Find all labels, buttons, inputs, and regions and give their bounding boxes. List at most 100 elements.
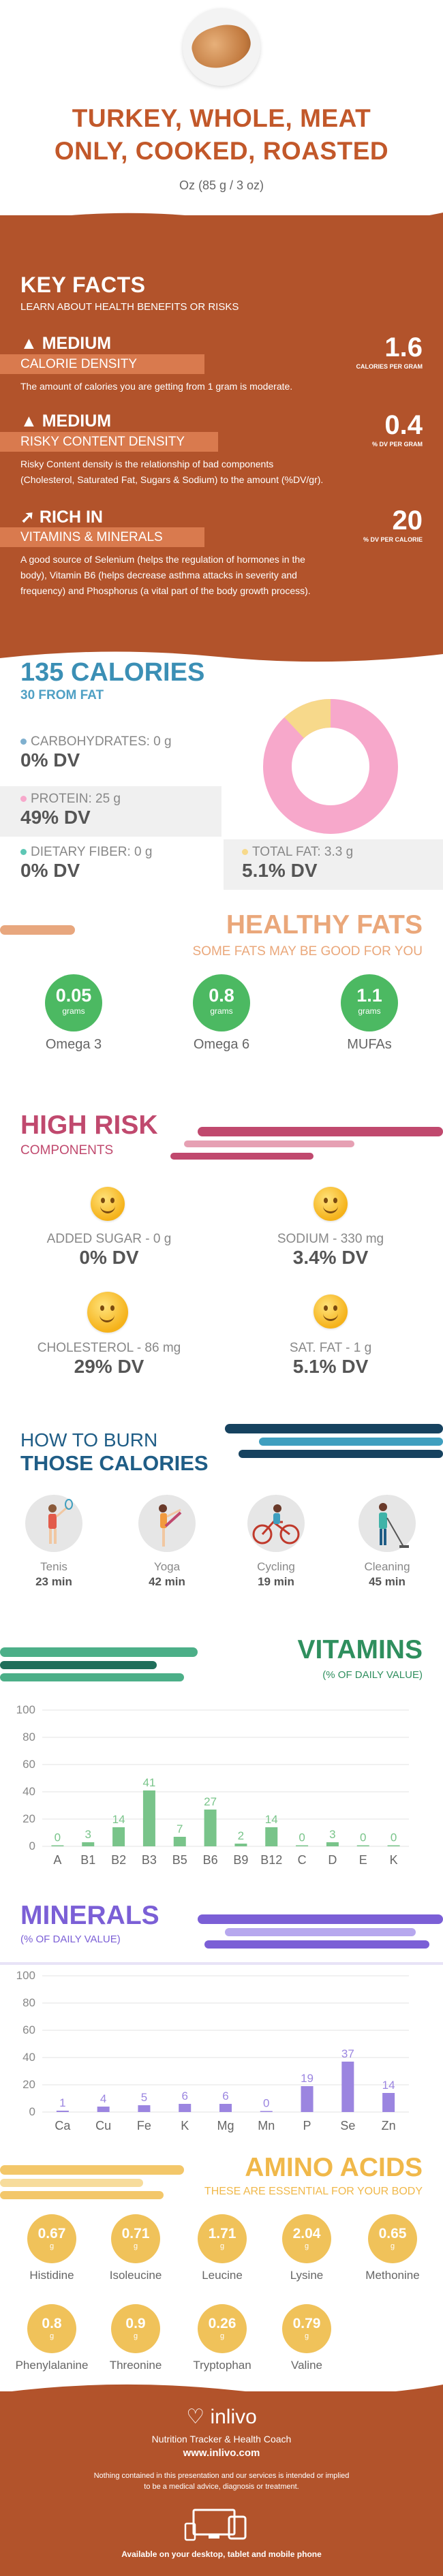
histidine-label: Histidine [29, 2269, 74, 2282]
vitamin-value-label: 3 [329, 1828, 335, 1841]
serving-size: Oz (85 g / 3 oz) [179, 179, 264, 192]
footer-disclaimer: Nothing contained in this presentation a… [0, 2470, 443, 2492]
mineral-value-label: 14 [382, 2079, 395, 2092]
vitamin-category-label: C [298, 1853, 307, 1867]
turkey-meat-image [187, 18, 256, 75]
fact-1-level: ▲ MEDIUM [20, 334, 111, 354]
mineral-bar [341, 2062, 354, 2112]
lysine-value: 2.04 [292, 2226, 321, 2241]
protein-dot [20, 796, 27, 803]
carbs-label: CARBOHYDRATES: 0 g [31, 734, 172, 749]
devices-icon [184, 2509, 247, 2541]
minerals-bar-chart: 0 20 40 60 80 100 1 Ca 4 Cu 5 Fe 6 K 6 Mg 0 Mn 19 P 37 Se 14 Zn [16, 1969, 409, 2132]
phenylalanine-value: 0.8 [42, 2316, 62, 2331]
sodium-dv: 3.4% DV [292, 1247, 369, 1268]
amino-subtitle: THESE ARE ESSENTIAL FOR YOUR BODY [204, 2186, 423, 2197]
vitamin-y-tick: 100 [16, 1703, 35, 1716]
vitamin-bar [82, 1842, 95, 1846]
isoleucine-label: Isoleucine [109, 2269, 162, 2282]
lysine-label: Lysine [290, 2269, 324, 2282]
minerals-stripe-3 [204, 1940, 429, 1949]
histidine-value: 0.67 [37, 2226, 66, 2241]
fact-3-description: A good source of Selenium (helps the reg… [20, 552, 429, 599]
vitamin-value-label: 27 [204, 1795, 217, 1808]
mineral-y-tick: 40 [22, 2051, 35, 2064]
vitamin-value-label: 0 [299, 1831, 305, 1844]
vitamin-category-label: E [359, 1853, 367, 1867]
threonine-circle: 0.9 g [111, 2304, 160, 2353]
vitamin-bar [204, 1810, 217, 1846]
vitamin-bar [112, 1827, 125, 1846]
protein-item: PROTEIN: 25 g 49% DV [20, 792, 121, 828]
fact-2-text-line-2: (Cholesterol, Saturated Fat, Sugars & So… [20, 474, 324, 485]
page-title: TURKEY, WHOLE, MEAT ONLY, COOKED, ROASTE… [20, 102, 423, 168]
donut-protein-slice [263, 699, 398, 834]
vitamin-bar [326, 1842, 339, 1846]
warning-icon: ▲ [20, 412, 37, 431]
fat-label: TOTAL FAT: 3.3 g [252, 845, 354, 859]
healthy-fats-subtitle: SOME FATS MAY BE GOOD FOR YOU [192, 944, 423, 959]
healthy-fats-title: HEALTHY FATS [226, 910, 423, 940]
high-risk-title: HIGH RISK [20, 1111, 158, 1140]
heart-icon: ♡ [186, 2406, 205, 2428]
protein-highlight [0, 786, 222, 837]
high-risk-subtitle: COMPONENTS [20, 1143, 114, 1158]
mineral-bar [260, 2111, 273, 2112]
leucine-circle: 1.71 g [198, 2214, 247, 2263]
mufa-value: 1.1 [356, 985, 382, 1006]
mineral-value-label: 37 [341, 2047, 354, 2060]
calories-subtitle: 30 FROM FAT [20, 688, 104, 702]
fact-3-level-text: RICH IN [39, 508, 103, 527]
mineral-category-label: Cu [95, 2119, 111, 2132]
cleaning-person-icon [379, 1503, 409, 1548]
valine-label: Valine [291, 2359, 322, 2372]
histidine-circle: 0.67 g [27, 2214, 76, 2263]
cyclist-icon [252, 1504, 300, 1545]
vitamins-bar-chart: 0 20 40 60 80 100 0 A 3 B1 14 B2 41 B3 7 B5 27 B6 2 B9 14 B12… [16, 1703, 409, 1867]
mineral-category-label: Zn [382, 2119, 396, 2132]
leucine-label: Leucine [202, 2269, 243, 2282]
mineral-category-label: P [303, 2119, 311, 2132]
omega3-circle: 0.05 grams [45, 974, 102, 1031]
footer-brand: ♡ inlivo [0, 2405, 443, 2429]
mineral-category-label: Fe [137, 2119, 151, 2132]
vitamin-bar [51, 1845, 64, 1846]
fiber-item: DIETARY FIBER: 0 g 0% DV [20, 845, 152, 882]
fats-stripe [0, 925, 75, 935]
sat-fat-dv: 5.1% DV [292, 1356, 369, 1377]
vitamins-stripe-3 [0, 1673, 184, 1681]
methonine-value: 0.65 [378, 2226, 407, 2241]
fact-2-level-text: MEDIUM [42, 412, 112, 431]
fact-1-band: CALORIE DENSITY [0, 354, 204, 374]
vitamin-y-tick: 40 [22, 1785, 35, 1798]
vitamin-value-label: 0 [55, 1831, 61, 1844]
fact-1-unit: CALORIES PER GRAM [356, 363, 423, 370]
protein-label: PROTEIN: 25 g [31, 792, 121, 806]
vitamin-category-label: K [390, 1853, 398, 1867]
mineral-y-tick: 100 [16, 1969, 35, 1982]
fact-2-level: ▲ MEDIUM [20, 412, 111, 431]
carbs-dot [20, 739, 27, 745]
sodium-label: SODIUM - 330 mg [277, 1232, 384, 1246]
risk-stripe-2 [184, 1140, 354, 1147]
histidine-unit: g [49, 2242, 55, 2250]
vitamin-value-label: 0 [391, 1831, 397, 1844]
cleaning-label: Cleaning [364, 1560, 410, 1573]
mineral-category-label: Ca [55, 2119, 71, 2132]
footer-url[interactable]: www.inlivo.com [183, 2447, 260, 2459]
phenylalanine-label: Phenylalanine [15, 2359, 89, 2372]
minerals-title: MINERALS [20, 1901, 159, 1930]
vitamin-category-label: D [328, 1853, 337, 1867]
omega6-label: Omega 6 [193, 1037, 250, 1052]
threonine-label: Threonine [109, 2359, 162, 2372]
tennis-minutes: 23 min [35, 1575, 72, 1588]
vitamins-subtitle: (% OF DAILY VALUE) [322, 1669, 423, 1681]
mineral-y-tick: 60 [22, 2023, 35, 2036]
mineral-category-label: K [181, 2119, 189, 2132]
methonine-label: Methonine [365, 2269, 420, 2282]
mineral-value-label: 0 [263, 2097, 269, 2110]
mufa-unit: grams [358, 1006, 381, 1016]
calorie-donut-chart [263, 699, 398, 834]
fiber-label: DIETARY FIBER: 0 g [31, 845, 153, 859]
vitamin-y-tick: 80 [22, 1731, 35, 1743]
